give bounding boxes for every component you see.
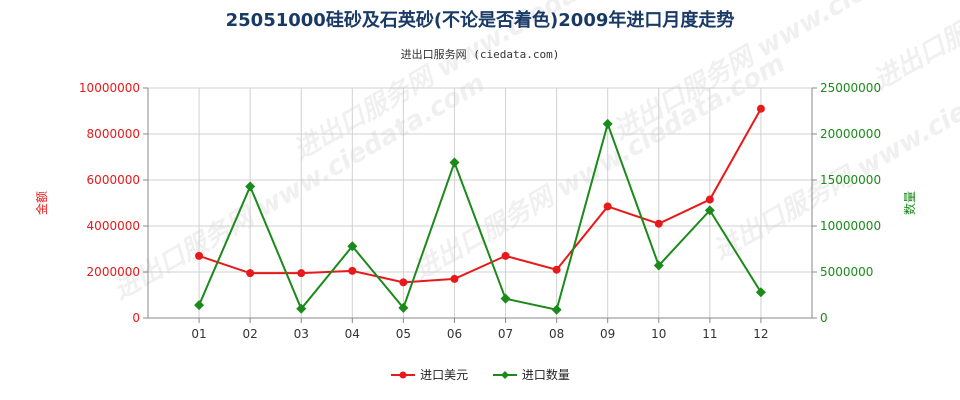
y-left-tick-label: 0 [132, 311, 140, 325]
data-point-quantity[interactable] [500, 293, 511, 304]
data-point-quantity[interactable] [347, 241, 358, 252]
x-tick-label: 09 [600, 327, 615, 341]
x-tick-label: 05 [396, 327, 411, 341]
chart-subtitle: 进出口服务网 (ciedata.com) [400, 48, 560, 61]
y-right-tick-label: 0 [820, 311, 828, 325]
data-point-quantity[interactable] [755, 287, 766, 298]
data-point-quantity[interactable] [296, 303, 307, 314]
x-tick-label: 12 [753, 327, 768, 341]
grid-layer [147, 87, 813, 319]
data-point-usd[interactable] [297, 269, 306, 278]
x-tick-label: 04 [345, 327, 360, 341]
data-point-quantity[interactable] [245, 181, 256, 192]
chart-title: 25051000硅砂及石英砂(不论是否着色)2009年进口月度走势 [225, 10, 735, 31]
data-point-usd[interactable] [348, 266, 357, 275]
data-point-quantity[interactable] [551, 304, 562, 315]
data-point-usd[interactable] [603, 202, 612, 211]
data-point-usd[interactable] [756, 104, 765, 113]
data-point-usd[interactable] [705, 195, 714, 204]
legend-label-quantity: 进口数量 [521, 368, 570, 382]
y-left-tick-label: 2000000 [87, 265, 140, 279]
data-point-usd[interactable] [450, 274, 459, 283]
x-tick-label: 03 [294, 327, 309, 341]
x-tick-label: 01 [191, 327, 206, 341]
legend-swatch-usd-icon [391, 371, 416, 378]
x-tick-label: 07 [498, 327, 513, 341]
axes-layer: 0200000040000006000000800000010000000050… [34, 81, 917, 341]
x-tick-label: 11 [702, 327, 717, 341]
data-point-quantity[interactable] [398, 302, 409, 313]
legend: 进口美元 进口数量 [0, 366, 960, 383]
y-left-tick-label: 10000000 [79, 81, 140, 95]
y-right-tick-label: 20000000 [820, 127, 881, 141]
series-line-usd [198, 108, 762, 284]
data-point-usd[interactable] [654, 219, 663, 228]
data-point-quantity[interactable] [602, 118, 613, 129]
y-left-tick-label: 4000000 [87, 219, 140, 233]
data-point-usd[interactable] [501, 251, 510, 260]
data-point-usd[interactable] [399, 278, 408, 287]
y-left-tick-label: 8000000 [87, 127, 140, 141]
data-point-quantity[interactable] [704, 205, 715, 216]
legend-item-quantity[interactable]: 进口数量 [492, 366, 570, 383]
x-tick-label: 10 [651, 327, 666, 341]
data-point-usd[interactable] [246, 269, 255, 278]
y-right-axis-title: 数量 [902, 191, 917, 215]
data-point-quantity[interactable] [194, 300, 205, 311]
legend-item-usd[interactable]: 进口美元 [390, 366, 468, 383]
y-right-tick-label: 10000000 [820, 219, 881, 233]
legend-swatch-quantity-icon [492, 370, 517, 379]
y-right-tick-label: 15000000 [820, 173, 881, 187]
y-left-tick-label: 6000000 [87, 173, 140, 187]
y-right-tick-label: 25000000 [820, 81, 881, 95]
y-right-tick-label: 5000000 [820, 265, 873, 279]
data-point-quantity[interactable] [653, 260, 664, 271]
legend-label-usd: 进口美元 [420, 368, 469, 382]
x-tick-label: 06 [447, 327, 462, 341]
x-tick-label: 08 [549, 327, 564, 341]
series-line-quantity [198, 120, 762, 311]
data-point-usd[interactable] [195, 251, 204, 260]
data-point-quantity[interactable] [449, 157, 460, 168]
y-left-axis-title: 金额 [34, 191, 49, 215]
data-point-usd[interactable] [552, 265, 561, 274]
x-tick-label: 02 [243, 327, 258, 341]
series-layer [194, 104, 766, 315]
